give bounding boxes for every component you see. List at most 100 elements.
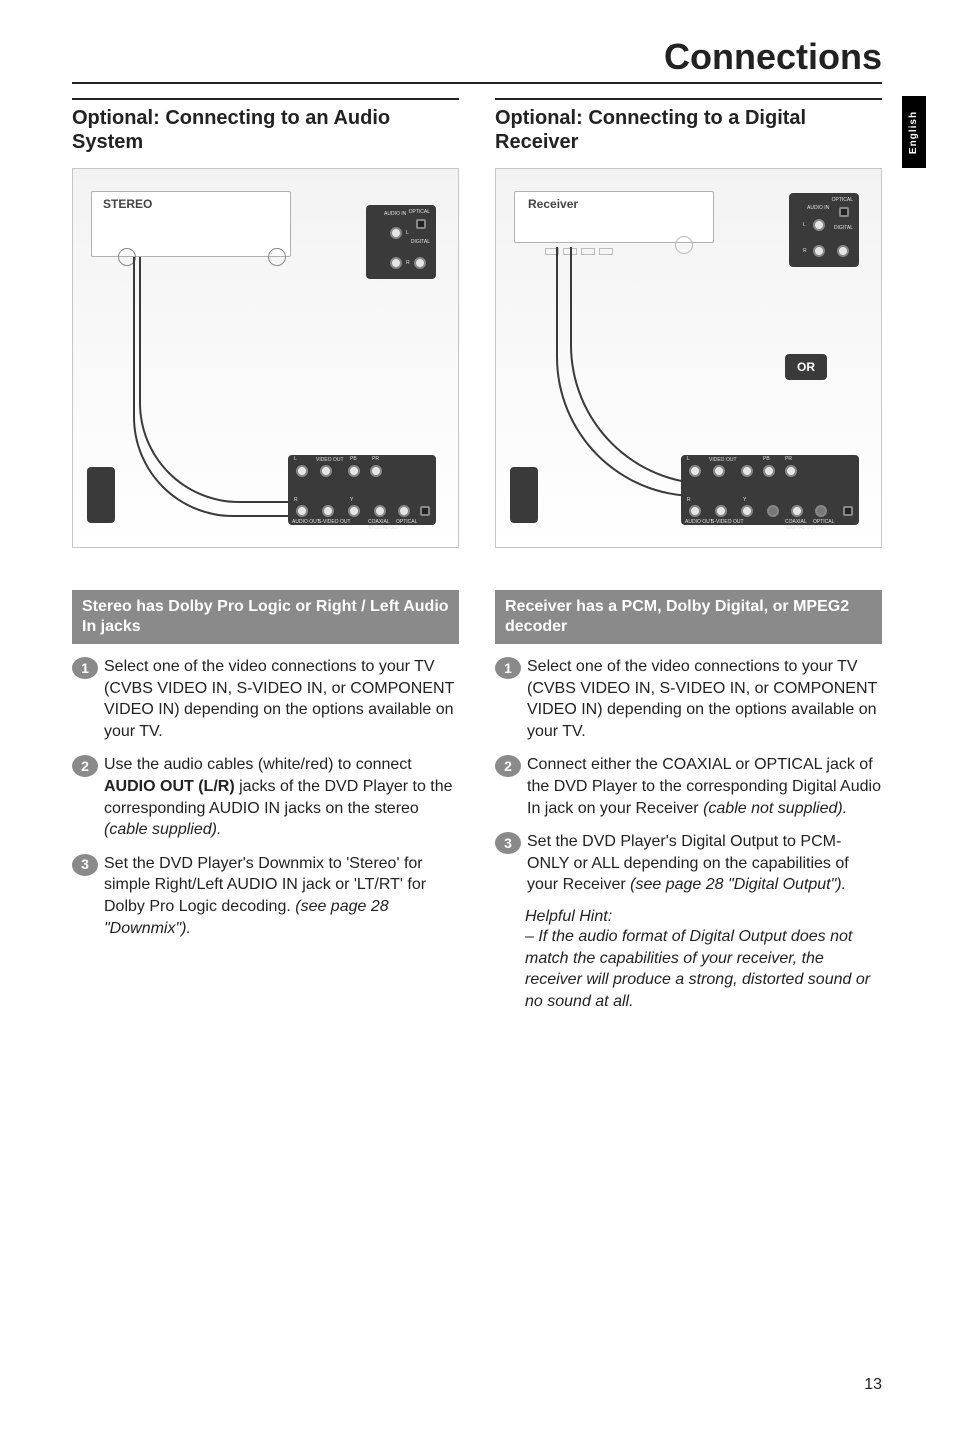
right-heading: Optional: Connecting to a Digital Receiv… — [495, 98, 882, 154]
port-icon — [374, 505, 386, 517]
left-diagram: STEREO OPTICAL AUDIO IN L DIGITAL R L VI… — [72, 168, 459, 548]
optical-out-icon — [420, 506, 430, 516]
port-icon — [296, 465, 308, 477]
port-label: L — [294, 456, 297, 462]
step-italic: (see page 28 "Digital Output"). — [630, 876, 846, 893]
step: 3 Set the DVD Player's Digital Output to… — [495, 831, 882, 896]
port-label: S-VIDEO OUT — [318, 519, 351, 525]
port-icon — [815, 505, 827, 517]
optical-port-icon — [839, 207, 849, 217]
port-label: L — [687, 456, 690, 462]
port-label: VIDEO OUT — [709, 457, 737, 463]
port-label: OPTICAL — [409, 209, 430, 215]
right-subhead: Receiver has a PCM, Dolby Digital, or MP… — [495, 590, 882, 644]
step: 2 Use the audio cables (white/red) to co… — [72, 754, 459, 840]
top-columns: Optional: Connecting to an Audio System … — [72, 98, 882, 584]
page-title: Connections — [72, 36, 882, 84]
language-tab-label: English — [909, 110, 920, 153]
port-icon — [689, 465, 701, 477]
mid-panel: OPTICAL AUDIO IN L DIGITAL R — [366, 205, 436, 279]
step-italic: (cable supplied). — [104, 821, 221, 838]
digital-port-icon — [837, 245, 849, 257]
port-icon — [320, 465, 332, 477]
port-icon — [348, 465, 360, 477]
right-column: Optional: Connecting to a Digital Receiv… — [495, 98, 882, 584]
back-panel: L VIDEO OUT PB PR R AUDIO OUT S-VIDEO OU… — [681, 455, 859, 525]
step-number-icon: 2 — [72, 755, 98, 777]
port-label: R — [687, 497, 691, 503]
port-label: PB — [350, 456, 357, 462]
port-icon — [296, 505, 308, 517]
step-frag: Use the audio cables (white/red) to conn… — [104, 756, 412, 773]
port-icon — [348, 505, 360, 517]
power-plug-icon — [87, 467, 115, 523]
port-label: DIGITAL — [411, 239, 430, 245]
step: 3 Set the DVD Player's Downmix to 'Stere… — [72, 853, 459, 939]
audio-l-port-icon — [813, 219, 825, 231]
port-label: OPTICAL — [832, 197, 853, 203]
right-steps-column: Receiver has a PCM, Dolby Digital, or MP… — [495, 590, 882, 1012]
step: 1 Select one of the video connections to… — [495, 656, 882, 742]
step: 1 Select one of the video connections to… — [72, 656, 459, 742]
step-text: Use the audio cables (white/red) to conn… — [104, 754, 459, 840]
power-plug-icon — [510, 467, 538, 523]
port-label: L — [406, 230, 409, 236]
step-text: Select one of the video connections to y… — [104, 656, 459, 742]
page-number: 13 — [864, 1376, 882, 1394]
port-label: AUDIO IN — [807, 205, 829, 211]
port-label: DIGITAL — [834, 225, 853, 231]
step-text: Connect either the COAXIAL or OPTICAL ja… — [527, 754, 882, 819]
receiver-label: Receiver — [528, 197, 578, 211]
step-number-icon: 3 — [495, 832, 521, 854]
port-icon — [767, 505, 779, 517]
port-label: PR — [372, 456, 379, 462]
step: 2 Connect either the COAXIAL or OPTICAL … — [495, 754, 882, 819]
language-tab: English — [902, 96, 926, 168]
left-steps-column: Stereo has Dolby Pro Logic or Right / Le… — [72, 590, 459, 1012]
port-label: L — [803, 222, 806, 228]
left-subhead: Stereo has Dolby Pro Logic or Right / Le… — [72, 590, 459, 644]
audio-l-port-icon — [390, 227, 402, 239]
port-label: DIGITAL OUT — [369, 525, 400, 531]
optical-port-icon — [416, 219, 426, 229]
hint-heading: Helpful Hint: — [525, 908, 882, 926]
step-number-icon: 1 — [495, 657, 521, 679]
left-heading: Optional: Connecting to an Audio System — [72, 98, 459, 154]
port-label: R — [406, 260, 410, 266]
port-icon — [713, 465, 725, 477]
port-icon — [689, 505, 701, 517]
port-label: VIDEO OUT — [316, 457, 344, 463]
stereo-label: STEREO — [103, 197, 152, 211]
bottom-columns: Stereo has Dolby Pro Logic or Right / Le… — [72, 590, 882, 1012]
step-number-icon: 3 — [72, 854, 98, 876]
hint-body: – If the audio format of Digital Output … — [525, 926, 882, 1012]
right-diagram: Receiver OPTICAL AUDIO IN L DIGITAL R OR… — [495, 168, 882, 548]
port-icon — [741, 465, 753, 477]
port-icon — [785, 465, 797, 477]
step-bold: AUDIO OUT (L/R) — [104, 778, 235, 795]
port-label: AUDIO OUT — [685, 519, 713, 525]
audio-r-port-icon — [390, 257, 402, 269]
step-number-icon: 2 — [495, 755, 521, 777]
port-icon — [741, 505, 753, 517]
step-text: Set the DVD Player's Digital Output to P… — [527, 831, 882, 896]
port-label: R — [294, 497, 298, 503]
step-text: Select one of the video connections to y… — [527, 656, 882, 742]
step-number-icon: 1 — [72, 657, 98, 679]
optical-out-icon — [843, 506, 853, 516]
port-label: AUDIO OUT — [292, 519, 320, 525]
port-label: Y — [350, 497, 353, 503]
port-icon — [791, 505, 803, 517]
back-panel: L VIDEO OUT PB PR R AUDIO OUT S-VIDEO OU… — [288, 455, 436, 525]
port-label: DIGITAL OUT — [786, 525, 817, 531]
step-italic: (cable not supplied). — [703, 800, 847, 817]
port-label: Y — [743, 497, 746, 503]
digital-port-icon — [414, 257, 426, 269]
port-label: PB — [763, 456, 770, 462]
port-icon — [715, 505, 727, 517]
port-label: AUDIO IN — [384, 211, 406, 217]
port-label: S-VIDEO OUT — [711, 519, 744, 525]
left-column: Optional: Connecting to an Audio System … — [72, 98, 459, 584]
port-label: PR — [785, 456, 792, 462]
step-text: Set the DVD Player's Downmix to 'Stereo'… — [104, 853, 459, 939]
